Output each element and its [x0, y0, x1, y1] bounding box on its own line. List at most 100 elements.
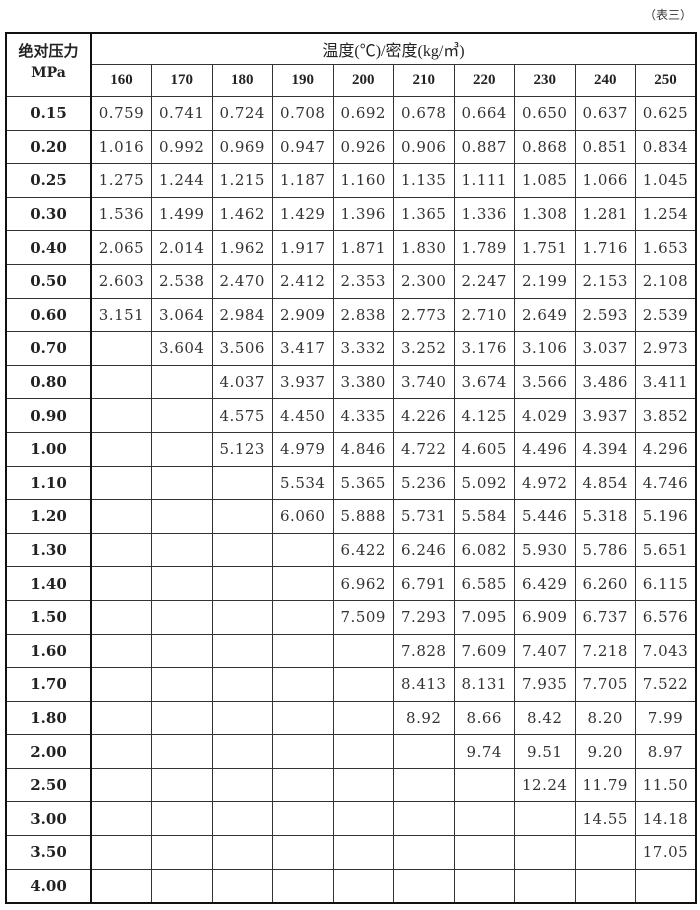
table-row: 3.50 17.05: [5, 835, 697, 870]
density-cell: 2.984: [211, 297, 273, 333]
pressure-cell: 3.00: [5, 801, 92, 837]
density-cell: [90, 734, 152, 769]
table-row: 1.20 6.060 5.888 5.731 5.584 5.446 5.318 5.196: [5, 499, 697, 534]
density-cell: 1.187: [272, 163, 334, 198]
density-cell: 7.218: [574, 633, 636, 669]
density-cell: 8.42: [514, 700, 576, 736]
density-cell: 2.353: [332, 263, 394, 299]
density-cell: 4.496: [514, 431, 576, 467]
density-cell: 1.365: [393, 196, 455, 232]
density-cell: 6.060: [272, 499, 334, 534]
density-cell: 1.499: [151, 196, 213, 232]
density-cell: 0.906: [393, 129, 455, 165]
density-cell: [151, 700, 213, 736]
table-row: 1.80 8.92 8.66 8.42 8.20 7.99: [5, 700, 697, 736]
density-cell: 1.281: [574, 196, 636, 232]
table-row: 0.20 1.016 0.992 0.969 0.947 0.926 0.906 0.887 0…: [5, 129, 697, 165]
density-cell: 7.509: [332, 599, 394, 635]
density-cell: 4.972: [514, 465, 576, 501]
density-cell: 4.979: [272, 431, 334, 467]
density-cell: 8.20: [574, 700, 636, 736]
density-cell: 8.92: [393, 700, 455, 736]
density-cell: 3.937: [574, 398, 636, 433]
table-row: 1.40 6.962 6.791 6.585 6.429 6.260 6.115: [5, 566, 697, 601]
density-cell: [151, 532, 213, 568]
density-cell: 3.486: [574, 364, 636, 400]
density-cell: 4.846: [332, 431, 394, 467]
density-cell: [211, 767, 273, 803]
table-body: 0.15 0.759 0.741 0.724 0.708 0.692 0.678 0.664 0…: [5, 96, 697, 904]
density-cell: 8.413: [393, 667, 455, 702]
density-cell: 4.335: [332, 398, 394, 433]
pressure-cell: 1.20: [5, 499, 92, 534]
density-cell: 5.930: [514, 532, 576, 568]
density-cell: [151, 734, 213, 769]
density-cell: 0.741: [151, 96, 213, 131]
density-cell: 1.215: [211, 163, 273, 198]
density-cell: [272, 532, 334, 568]
density-cell: [90, 331, 152, 366]
table-row: 0.15 0.759 0.741 0.724 0.708 0.692 0.678 0.664 0…: [5, 96, 697, 131]
density-cell: 0.759: [90, 96, 152, 131]
density-cell: 0.926: [332, 129, 394, 165]
density-cell: [211, 532, 273, 568]
density-cell: [151, 431, 213, 467]
density-cell: 7.705: [574, 667, 636, 702]
density-cell: 3.506: [211, 331, 273, 366]
density-cell: 1.962: [211, 230, 273, 265]
density-cell: [151, 667, 213, 702]
pressure-cell: 0.15: [5, 96, 92, 131]
density-cell: 0.992: [151, 129, 213, 165]
density-cell: 6.576: [635, 599, 697, 635]
density-cell: [90, 364, 152, 400]
pressure-cell: 1.40: [5, 566, 92, 601]
density-cell: 2.199: [514, 263, 576, 299]
density-cell: 3.151: [90, 297, 152, 333]
table-row: 0.60 3.151 3.064 2.984 2.909 2.838 2.773 2.710 2…: [5, 297, 697, 333]
density-cell: [453, 801, 515, 837]
density-cell: [90, 835, 152, 870]
density-cell: 1.135: [393, 163, 455, 198]
density-cell: 1.066: [574, 163, 636, 198]
density-cell: [90, 566, 152, 601]
density-cell: 3.937: [272, 364, 334, 400]
density-cell: 1.536: [90, 196, 152, 232]
density-cell: 4.037: [211, 364, 273, 400]
density-cell: 6.737: [574, 599, 636, 635]
table-row: 1.30 6.422 6.246 6.082 5.930 5.786 5.651: [5, 532, 697, 568]
density-cell: 0.650: [514, 96, 576, 131]
density-cell: 0.678: [393, 96, 455, 131]
density-cell: 6.115: [635, 566, 697, 601]
density-cell: [332, 667, 394, 702]
density-cell: 9.20: [574, 734, 636, 769]
density-cell: [514, 868, 576, 904]
density-cell: [90, 667, 152, 702]
density-cell: [90, 599, 152, 635]
density-cell: 7.522: [635, 667, 697, 702]
table-row: 0.25 1.275 1.244 1.215 1.187 1.160 1.135 1.111 1…: [5, 163, 697, 198]
density-cell: 2.973: [635, 331, 697, 366]
density-cell: 3.604: [151, 331, 213, 366]
density-cell: 0.969: [211, 129, 273, 165]
density-cell: [574, 835, 636, 870]
density-cell: 6.422: [332, 532, 394, 568]
density-cell: 7.407: [514, 633, 576, 669]
density-cell: 1.085: [514, 163, 576, 198]
density-cell: 1.016: [90, 129, 152, 165]
density-cell: 4.450: [272, 398, 334, 433]
pressure-cell: 4.00: [5, 868, 92, 904]
density-cell: [151, 398, 213, 433]
density-cell: [151, 465, 213, 501]
table-row: 0.90 4.575 4.450 4.335 4.226 4.125 4.029 3.937 3…: [5, 398, 697, 433]
density-cell: 1.308: [514, 196, 576, 232]
density-cell: 2.065: [90, 230, 152, 265]
density-cell: 4.605: [453, 431, 515, 467]
density-cell: 3.176: [453, 331, 515, 366]
density-cell: 2.539: [635, 297, 697, 333]
density-cell: 4.575: [211, 398, 273, 433]
pressure-unit-label: MPa: [31, 65, 66, 81]
density-cell: 8.131: [453, 667, 515, 702]
density-cell: 1.462: [211, 196, 273, 232]
density-cell: 3.417: [272, 331, 334, 366]
density-cell: 5.365: [332, 465, 394, 501]
